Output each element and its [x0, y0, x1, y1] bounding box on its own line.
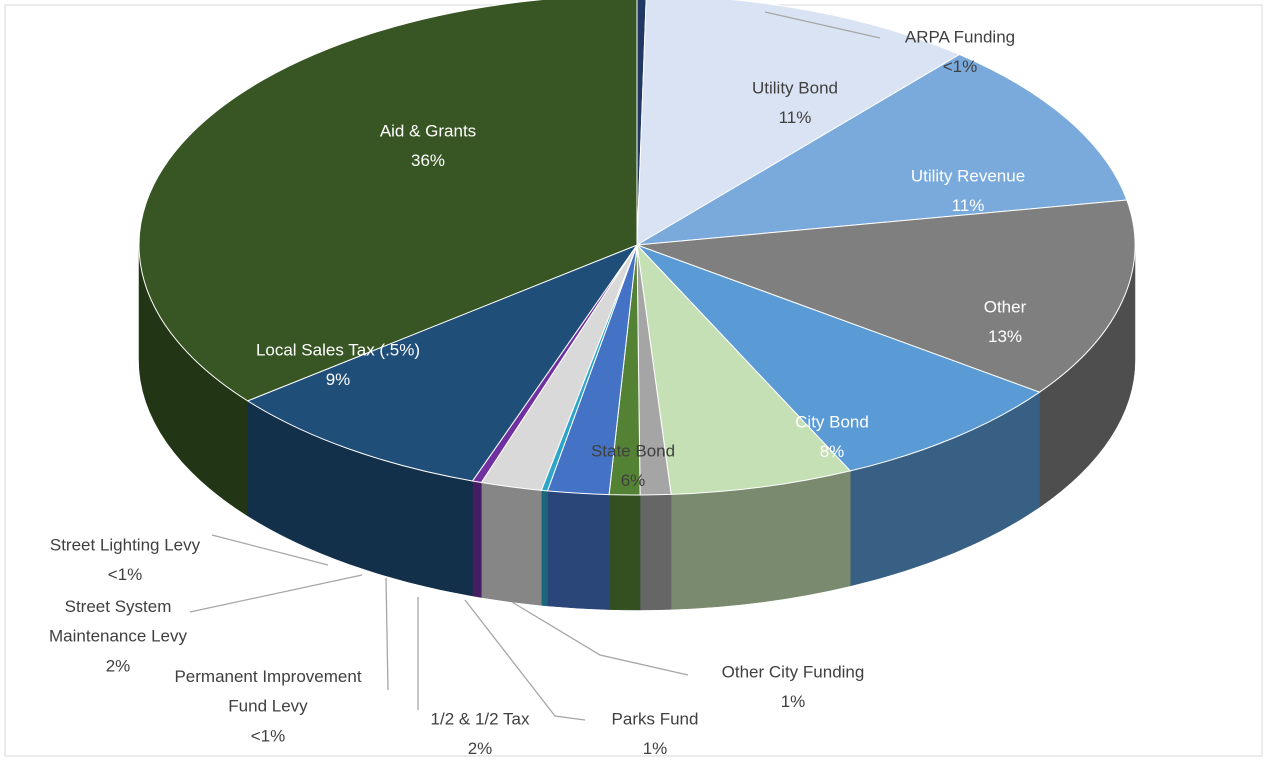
- category-label: 1/2 & 1/2 Tax: [431, 709, 530, 728]
- category-label: Aid & Grants: [380, 121, 476, 140]
- value-label: 13%: [988, 327, 1022, 346]
- leader-line: [211, 534, 329, 566]
- category-label: Other City Funding: [722, 662, 865, 681]
- category-label: Permanent Improvement Fund Levy: [174, 667, 361, 716]
- value-label: 9%: [326, 370, 351, 389]
- value-label: 8%: [820, 442, 845, 461]
- value-label: 11%: [952, 196, 985, 215]
- slice: [246, 243, 639, 482]
- category-label: Parks Fund: [612, 709, 699, 728]
- slice: [636, 199, 1136, 393]
- category-label: Utility Revenue: [911, 166, 1025, 185]
- value-label: 2%: [468, 739, 493, 758]
- leader-line: [511, 601, 689, 676]
- slice: [636, 0, 961, 246]
- slice: [138, 0, 638, 402]
- leader-line: [189, 574, 363, 613]
- slice-side: [541, 490, 548, 607]
- value-label: <1%: [943, 57, 978, 76]
- value-label: 11%: [779, 108, 812, 127]
- slice: [636, 243, 852, 495]
- value-label: 36%: [411, 151, 445, 170]
- category-label: City Bond: [795, 412, 869, 431]
- category-label: Other: [984, 297, 1027, 316]
- slice-side: [472, 480, 482, 598]
- value-label: 1%: [781, 692, 806, 711]
- leader-line: [385, 577, 389, 691]
- value-label: <1%: [251, 726, 286, 745]
- category-label: Utility Bond: [752, 78, 838, 97]
- slice: [636, 244, 1041, 472]
- category-label: Street Lighting Levy: [50, 535, 201, 554]
- slice-side: [547, 490, 610, 610]
- category-label: ARPA Funding: [905, 27, 1015, 46]
- value-label: 6%: [621, 471, 646, 490]
- category-label: State Bond: [591, 441, 675, 460]
- slice: [636, 53, 1128, 246]
- leader-line: [764, 11, 881, 39]
- value-label: <1%: [108, 565, 143, 584]
- category-label: Local Sales Tax (.5%): [256, 340, 420, 359]
- slice-side: [481, 482, 542, 606]
- slice-side: [608, 494, 641, 611]
- value-label: 1%: [643, 739, 668, 758]
- value-label: 2%: [106, 656, 131, 675]
- category-label: Street System Maintenance Levy: [49, 597, 187, 646]
- slice-side: [639, 494, 672, 611]
- leader-line: [464, 599, 586, 721]
